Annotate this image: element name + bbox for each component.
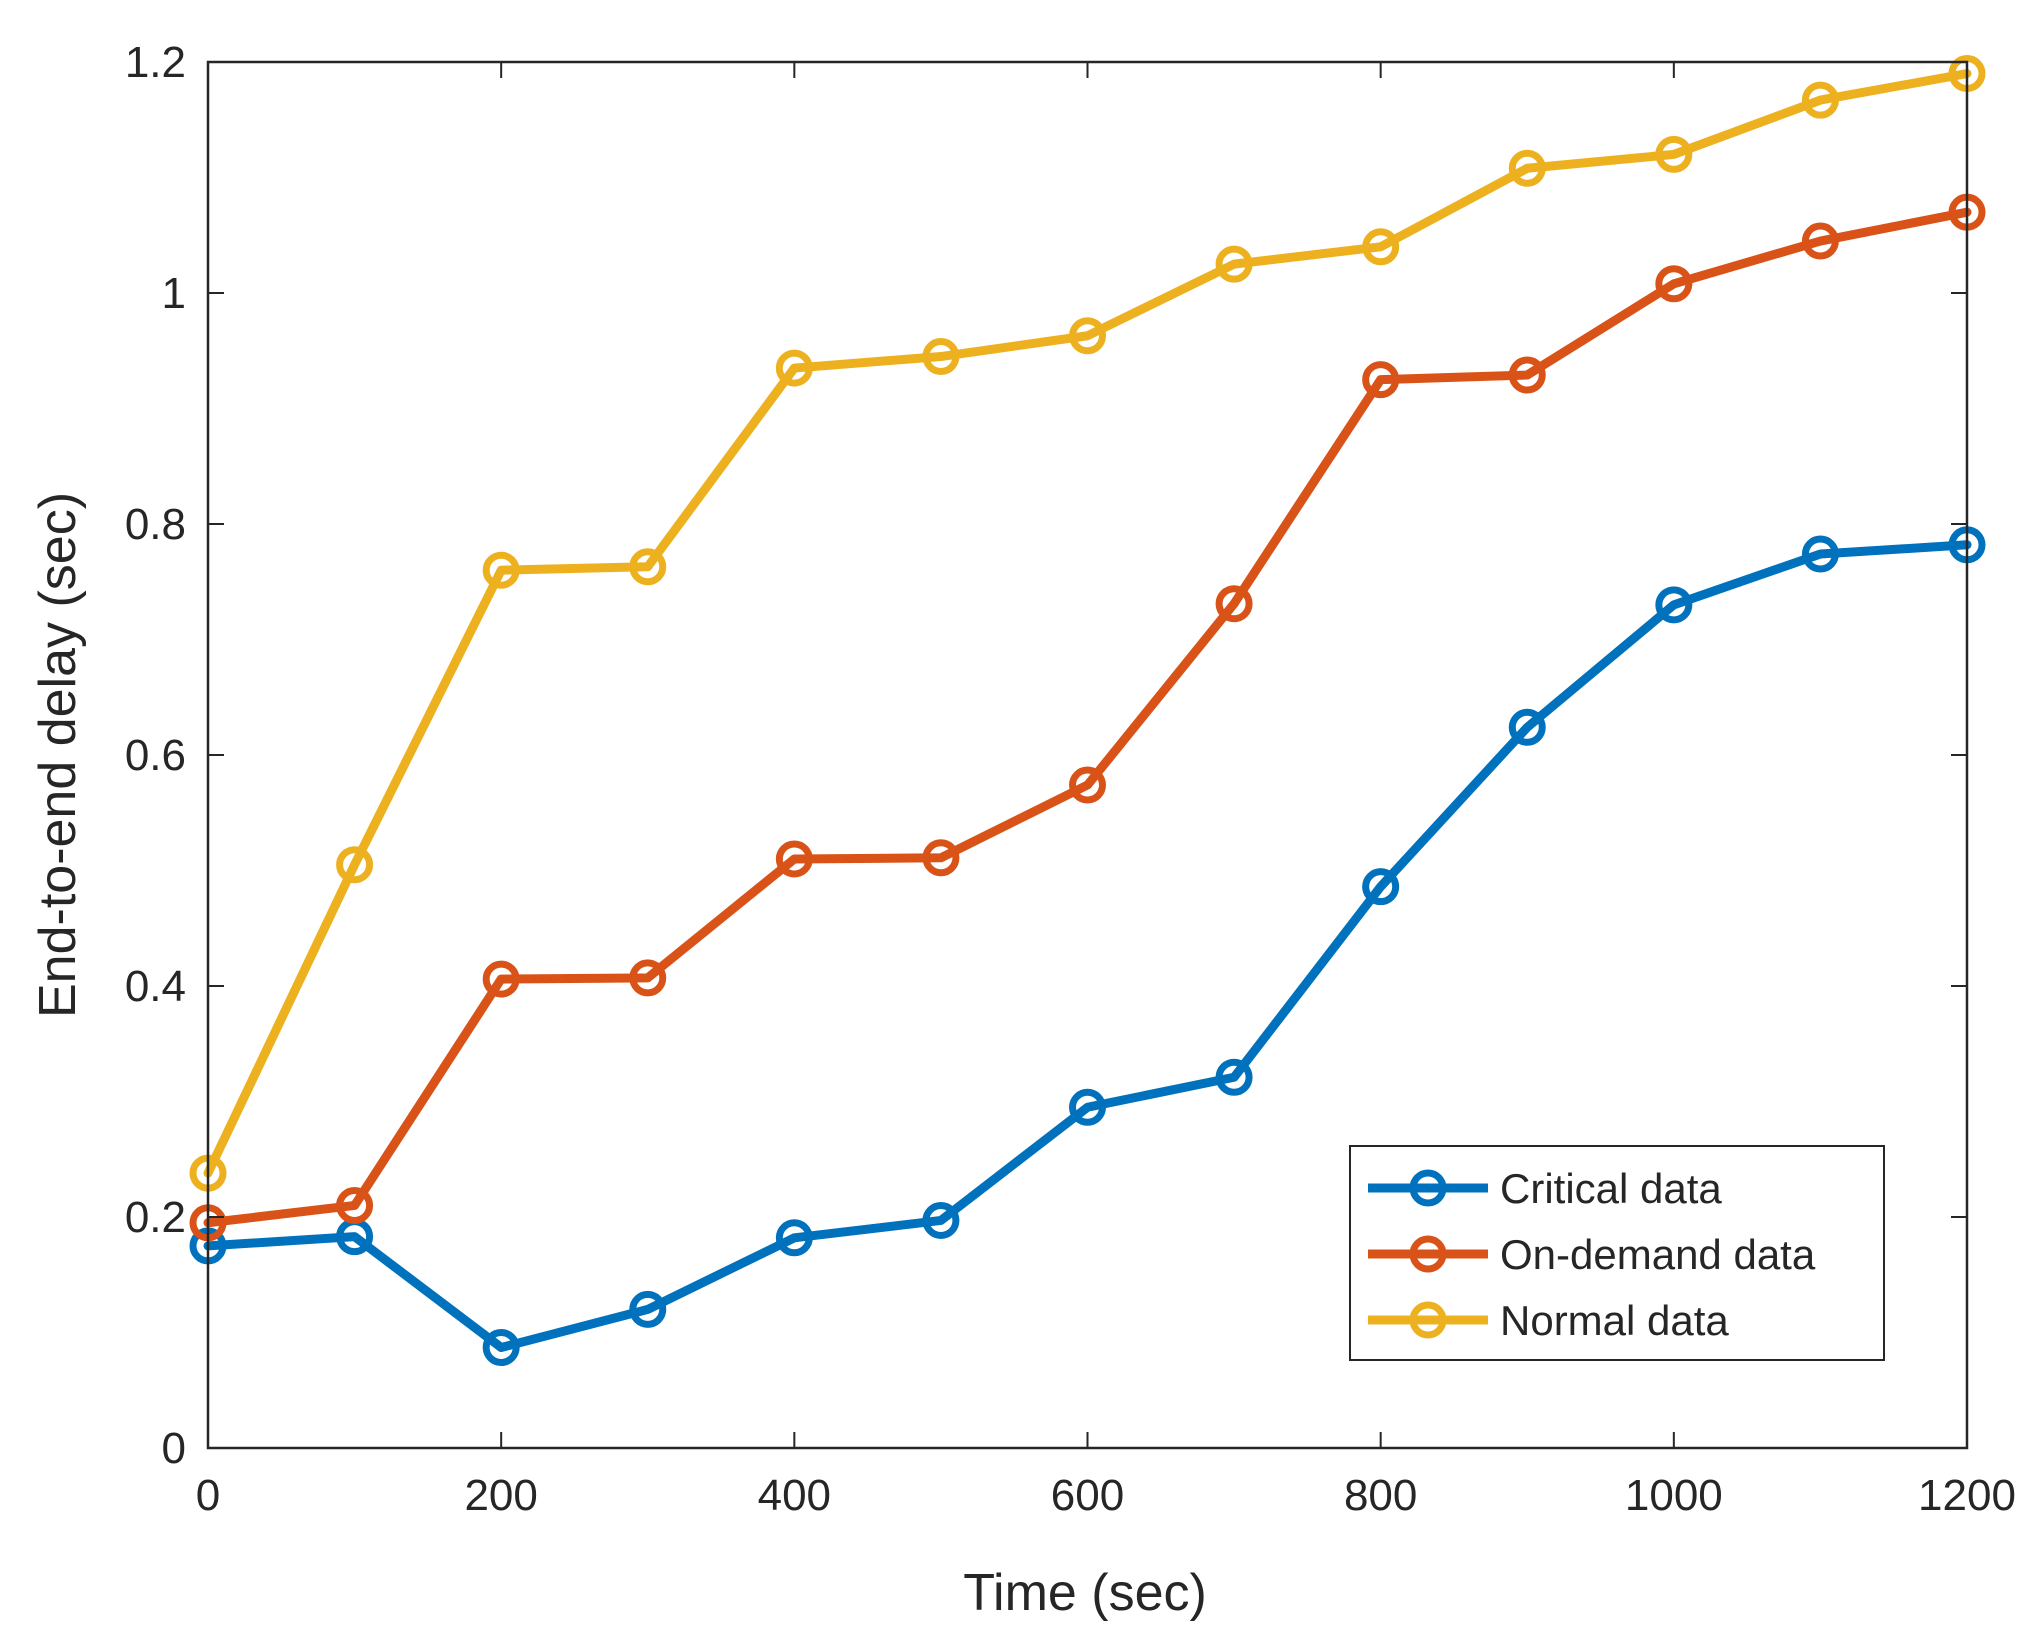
y-axis-label: End-to-end delay (sec)	[29, 492, 87, 1018]
y-tick-label: 0.8	[125, 500, 186, 549]
legend: Critical data On-demand data Normal data	[1349, 1145, 1885, 1361]
legend-label: Normal data	[1500, 1297, 1729, 1344]
data-point	[1362, 228, 1400, 266]
data-point	[1801, 222, 1839, 260]
series-line	[203, 69, 1972, 1178]
data-point	[629, 959, 667, 997]
data-point	[922, 338, 960, 376]
data-point	[629, 548, 667, 586]
x-tick-label: 200	[464, 1471, 537, 1520]
series-critical-data	[189, 526, 1986, 1367]
data-point	[482, 960, 520, 998]
legend-item: Normal data	[1368, 1297, 1729, 1344]
x-tick-label: 800	[1344, 1471, 1417, 1520]
data-point	[1362, 868, 1400, 906]
y-tick-label: 1.2	[125, 38, 186, 87]
data-point	[1655, 586, 1693, 624]
x-tick-label: 1000	[1625, 1471, 1723, 1520]
series-line	[203, 207, 1972, 1228]
y-tick-label: 1	[162, 269, 186, 318]
data-point	[1655, 135, 1693, 173]
data-point	[1069, 766, 1106, 804]
plot-frame	[206, 60, 1969, 1450]
data-point	[1362, 361, 1400, 399]
data-point	[775, 1219, 813, 1257]
data-point	[482, 1329, 520, 1367]
data-point	[1215, 585, 1253, 623]
data-point	[1508, 149, 1546, 187]
data-point	[1801, 81, 1839, 119]
y-tick-label: 0	[162, 1424, 186, 1473]
data-point	[922, 839, 960, 877]
x-tick-label: 400	[758, 1471, 831, 1520]
y-tick-label: 0.4	[125, 962, 186, 1011]
y-tick-label: 0.6	[125, 731, 186, 780]
data-point	[1215, 1058, 1253, 1096]
y-tick-label: 0.2	[125, 1193, 186, 1242]
x-tick-label: 0	[196, 1471, 220, 1520]
legend-label: On-demand data	[1500, 1231, 1816, 1278]
axis-layer: 0 200 400 600 800 1000 1200 0 0.2 0.4 0.6 0.8 1 1.2	[125, 38, 2016, 1520]
legend-marker	[1409, 1301, 1447, 1339]
legend-item: Critical data	[1368, 1165, 1722, 1212]
data-point	[336, 1186, 374, 1224]
series-layer	[189, 55, 1986, 1367]
data-point	[775, 840, 813, 878]
data-point	[922, 1201, 960, 1239]
x-axis-label: Time (sec)	[963, 1564, 1207, 1622]
legend-label: Critical data	[1500, 1165, 1722, 1212]
data-point	[629, 1290, 667, 1328]
x-tick-label: 1200	[1918, 1471, 2016, 1520]
x-tick-label: 600	[1051, 1471, 1124, 1520]
data-point	[336, 846, 374, 884]
data-point	[1801, 535, 1839, 573]
data-point	[482, 551, 520, 589]
series-line	[203, 540, 1972, 1353]
data-point	[775, 349, 813, 387]
legend-marker	[1409, 1235, 1447, 1273]
data-point	[1069, 317, 1106, 355]
legend-marker	[1409, 1169, 1447, 1207]
data-point	[1655, 265, 1693, 303]
data-point	[1069, 1088, 1106, 1126]
data-point	[1508, 708, 1546, 746]
data-point	[1508, 356, 1546, 394]
data-point	[1215, 245, 1253, 283]
series-on-demand-data	[189, 193, 1986, 1242]
legend-item: On-demand data	[1368, 1231, 1816, 1278]
